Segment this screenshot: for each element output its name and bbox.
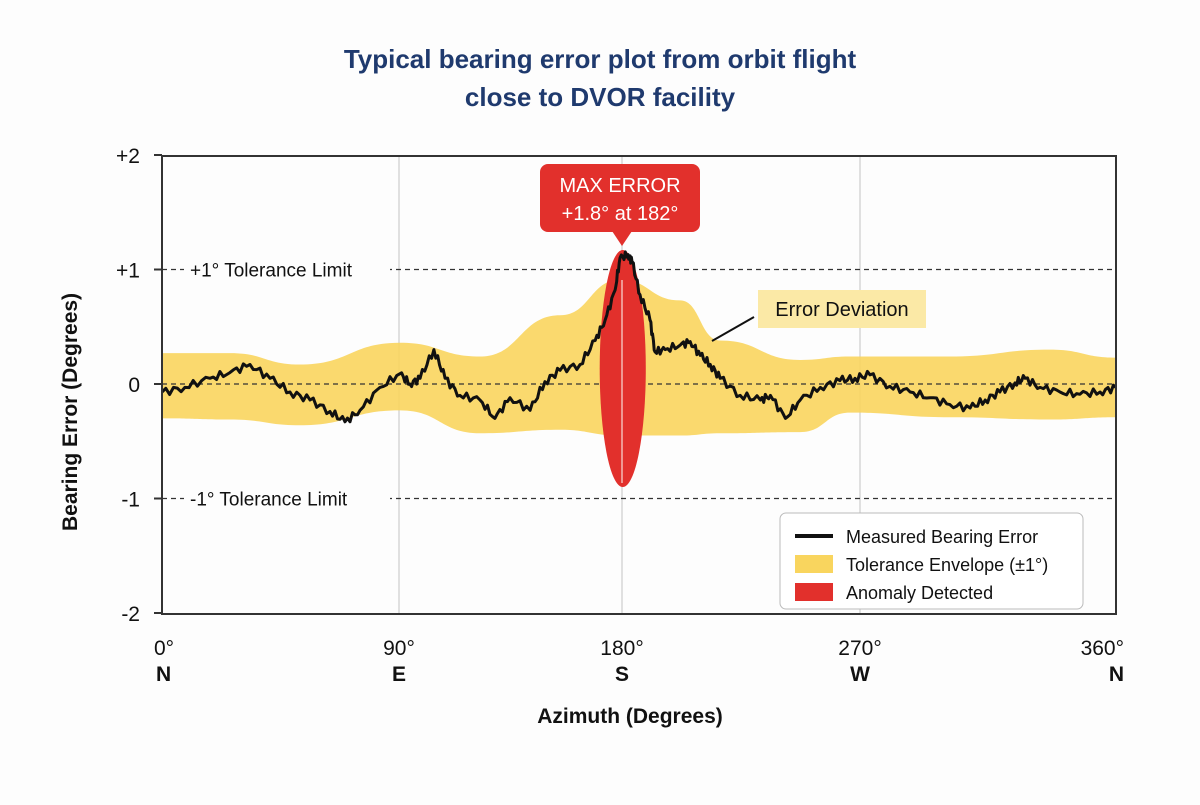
chart-title-line-2: close to DVOR facility <box>465 82 736 112</box>
y-axis-ticks: +2 +1 0 -1 -2 <box>116 145 162 626</box>
x-tick-cardinal: W <box>850 663 870 686</box>
chart-title-line-1: Typical bearing error plot from orbit fl… <box>344 44 857 74</box>
max-error-callout: MAX ERROR +1.8° at 182° <box>540 164 700 246</box>
legend-label-measured: Measured Bearing Error <box>846 527 1038 547</box>
x-tick-cardinal: S <box>615 663 629 686</box>
x-tick-label: 90° <box>383 637 415 660</box>
x-tick-label: 0° <box>154 637 174 660</box>
tolerance-label-bg <box>184 256 390 283</box>
tolerance-label-bg <box>184 485 390 512</box>
x-tick-cardinal: E <box>392 663 406 686</box>
error-deviation-label: Error Deviation <box>775 299 908 321</box>
legend-label-anomaly: Anomaly Detected <box>846 583 993 603</box>
y-tick-label: 0 <box>128 374 140 397</box>
legend-label-envelope: Tolerance Envelope (±1°) <box>846 555 1048 575</box>
tolerance-limit-label: -1° Tolerance Limit <box>190 490 348 511</box>
x-tick-label: 360° <box>1081 637 1124 660</box>
x-axis-ticks: 0° N 90° E 180° S 270° W 360° N <box>154 637 1124 686</box>
x-axis-label: Azimuth (Degrees) <box>537 705 723 728</box>
x-tick-label: 270° <box>838 637 881 660</box>
legend-envelope-swatch <box>795 555 833 573</box>
y-tick-label: +2 <box>116 145 140 168</box>
max-error-value: +1.8° at 182° <box>562 203 679 225</box>
y-tick-label: -1 <box>121 489 140 512</box>
measured-bearing-error-line <box>160 250 1117 424</box>
max-error-title: MAX ERROR <box>559 175 680 197</box>
x-tick-cardinal: N <box>156 663 171 686</box>
y-tick-label: -2 <box>121 603 140 626</box>
x-tick-cardinal: N <box>1109 663 1124 686</box>
y-axis-label: Bearing Error (Degrees) <box>59 293 82 531</box>
y-tick-label: +1 <box>116 260 140 283</box>
legend-anomaly-swatch <box>795 583 833 601</box>
x-tick-label: 180° <box>600 637 643 660</box>
tolerance-limit-label: +1° Tolerance Limit <box>190 261 353 282</box>
error-deviation-annotation: Error Deviation <box>711 290 926 342</box>
legend: Measured Bearing Error Tolerance Envelop… <box>779 512 1084 610</box>
